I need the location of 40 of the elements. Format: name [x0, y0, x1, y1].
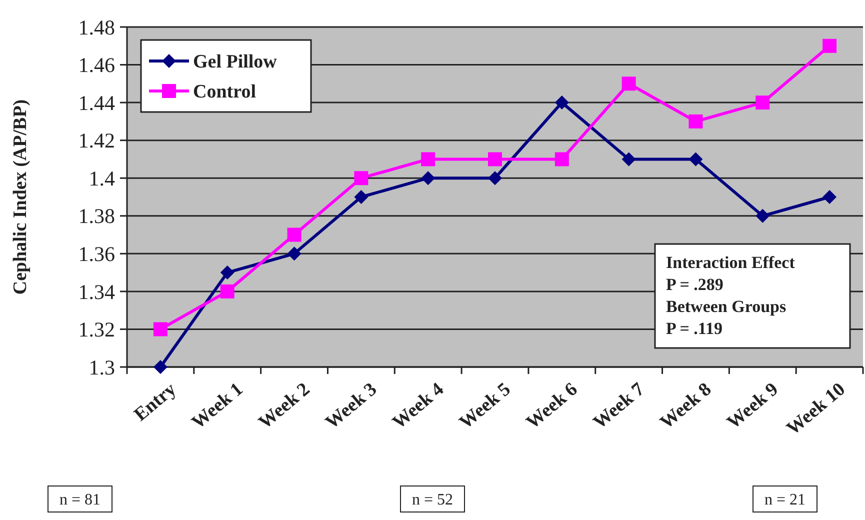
point	[822, 38, 837, 53]
y-tick-label: 1.36	[78, 242, 115, 266]
point	[287, 246, 302, 261]
y-tick-label: 1.3	[88, 355, 115, 380]
point	[622, 76, 636, 91]
y-tick-label: 1.38	[78, 204, 115, 228]
point	[220, 284, 234, 298]
y-tick-label: 1.42	[78, 128, 115, 153]
point	[488, 171, 502, 186]
note-box: Interaction Effect P = .289 Between Groups P = .119	[654, 243, 851, 349]
point	[354, 171, 368, 186]
legend-label: Control	[193, 82, 256, 103]
point	[153, 322, 168, 336]
sample-size-box: n = 81	[48, 486, 112, 512]
point	[622, 152, 636, 166]
point	[822, 190, 837, 204]
point	[554, 152, 569, 166]
y-tick-label: 1.4	[88, 166, 116, 190]
y-axis-title: Cephalic Index (AP/BP)	[10, 99, 31, 295]
point	[756, 96, 770, 110]
legend-label: Gel Pillow	[193, 52, 278, 73]
point	[554, 96, 569, 110]
y-tick-label: 1.34	[78, 280, 116, 304]
y-tick-label: 1.44	[78, 90, 116, 115]
sample-size-box: n = 21	[752, 486, 818, 512]
point	[421, 152, 436, 166]
y-tick-label: 1.46	[78, 53, 115, 78]
point	[688, 114, 703, 128]
annotation: Interaction Effect P = .289 Between Groups P = .119	[666, 252, 796, 338]
sample-size-box: n = 52	[400, 486, 465, 512]
point	[756, 208, 770, 223]
y-tick-label: 1.48	[78, 15, 115, 40]
point	[354, 190, 368, 204]
point	[220, 266, 234, 280]
point	[153, 360, 168, 374]
y-tick-label: 1.32	[78, 318, 115, 342]
point	[488, 152, 502, 166]
point	[688, 152, 703, 166]
point	[287, 228, 302, 242]
point	[421, 171, 436, 186]
